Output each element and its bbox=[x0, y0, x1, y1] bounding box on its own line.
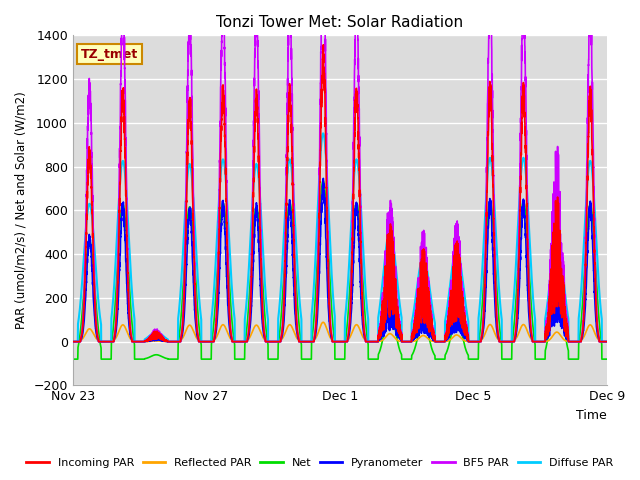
Legend: Incoming PAR, Reflected PAR, Net, Pyranometer, BF5 PAR, Diffuse PAR: Incoming PAR, Reflected PAR, Net, Pyrano… bbox=[22, 453, 618, 472]
X-axis label: Time: Time bbox=[576, 409, 607, 422]
Y-axis label: PAR (umol/m2/s) / Net and Solar (W/m2): PAR (umol/m2/s) / Net and Solar (W/m2) bbox=[15, 92, 28, 329]
Text: TZ_tmet: TZ_tmet bbox=[81, 48, 138, 60]
Title: Tonzi Tower Met: Solar Radiation: Tonzi Tower Met: Solar Radiation bbox=[216, 15, 463, 30]
